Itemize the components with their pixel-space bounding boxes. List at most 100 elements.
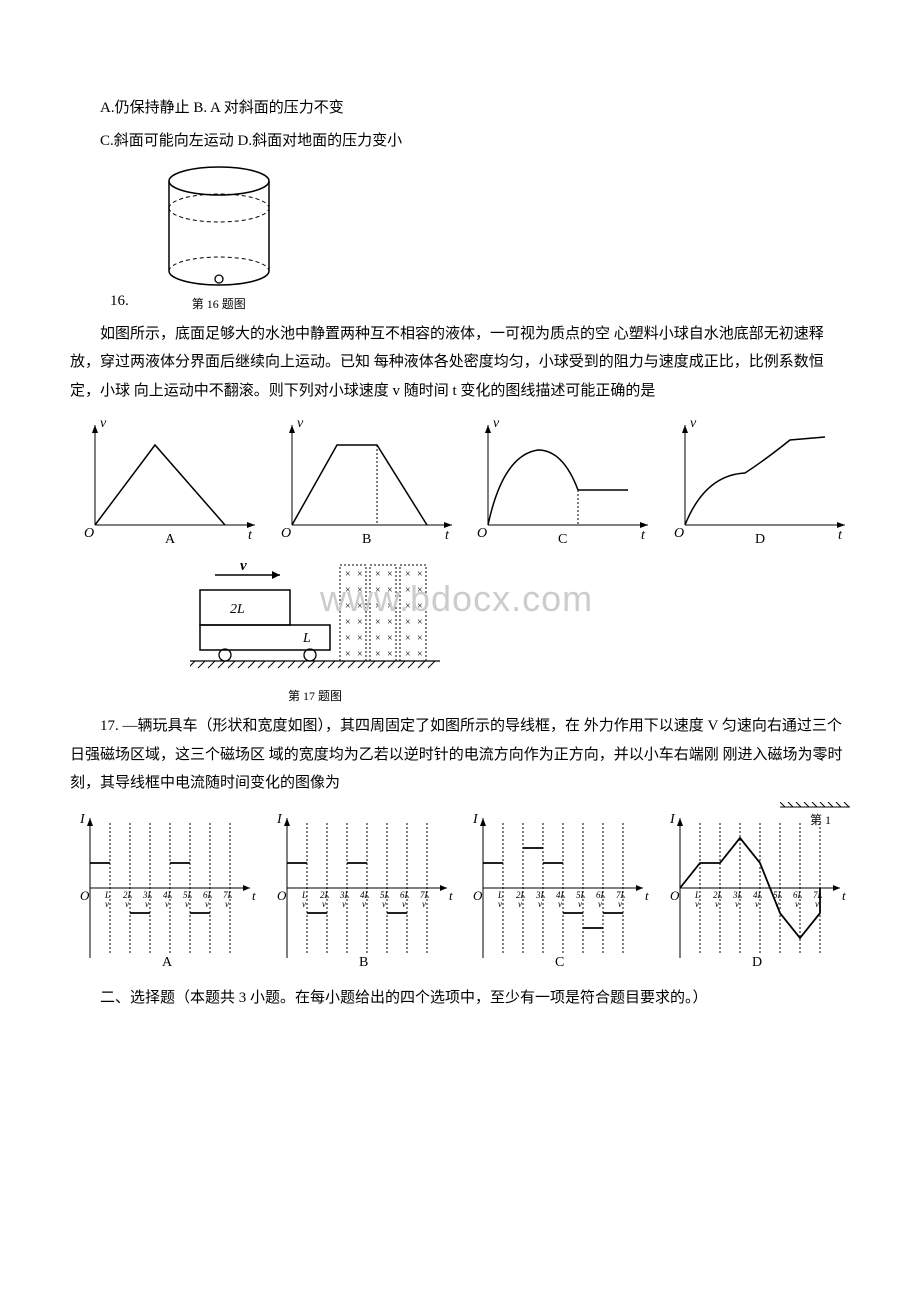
svg-text:×: × bbox=[405, 617, 411, 628]
svg-text:v: v bbox=[618, 899, 622, 909]
svg-text:×: × bbox=[345, 569, 351, 580]
svg-text:v: v bbox=[297, 416, 304, 431]
q17-text: 17. —辆玩具车（形状和宽度如图），其四周固定了如图所示的导线框，在 外力作用… bbox=[70, 712, 850, 798]
svg-text:O: O bbox=[670, 888, 680, 903]
svg-text:×: × bbox=[417, 569, 423, 580]
svg-text:t: t bbox=[842, 888, 846, 903]
svg-text:×: × bbox=[357, 617, 363, 628]
q16-caption: 第 16 题图 bbox=[149, 293, 289, 316]
svg-text:D: D bbox=[752, 955, 762, 968]
svg-text:v: v bbox=[302, 899, 306, 909]
svg-text:v: v bbox=[185, 899, 189, 909]
svg-text:v: v bbox=[225, 899, 229, 909]
svg-text:v: v bbox=[695, 899, 699, 909]
svg-text:×: × bbox=[345, 633, 351, 644]
svg-text:O: O bbox=[477, 526, 487, 541]
svg-text:v: v bbox=[558, 899, 562, 909]
svg-text:v: v bbox=[100, 416, 107, 431]
svg-text:×: × bbox=[375, 569, 381, 580]
svg-text:×: × bbox=[387, 649, 393, 660]
svg-text:×: × bbox=[375, 617, 381, 628]
svg-text:×: × bbox=[387, 617, 393, 628]
svg-text:D: D bbox=[755, 532, 765, 545]
svg-text:v: v bbox=[240, 558, 247, 574]
q16-text: 如图所示，底面足够大的水池中静置两种互不相容的液体，一可视为质点的空 心塑料小球… bbox=[70, 320, 850, 406]
svg-text:×: × bbox=[357, 601, 363, 612]
svg-text:O: O bbox=[80, 888, 90, 903]
svg-text:v: v bbox=[518, 899, 522, 909]
q15-options-cd: C.斜面可能向左运动 D.斜面对地面的压力变小 bbox=[70, 127, 850, 156]
svg-text:×: × bbox=[345, 649, 351, 660]
svg-text:×: × bbox=[405, 633, 411, 644]
svg-text:v: v bbox=[362, 899, 366, 909]
q16-graph-a: v O t A bbox=[70, 415, 261, 545]
svg-text:t: t bbox=[641, 528, 646, 543]
svg-text:×: × bbox=[417, 601, 423, 612]
svg-text:×: × bbox=[387, 569, 393, 580]
svg-text:v: v bbox=[145, 899, 149, 909]
svg-text:×: × bbox=[345, 585, 351, 596]
q17-caption: 第 17 题图 bbox=[190, 685, 440, 708]
q16-cylinder-figure bbox=[149, 163, 289, 293]
svg-text:t: t bbox=[445, 528, 450, 543]
svg-text:L: L bbox=[302, 631, 311, 646]
svg-text:v: v bbox=[402, 899, 406, 909]
svg-text:2L: 2L bbox=[230, 602, 245, 617]
svg-text:A: A bbox=[165, 532, 176, 545]
svg-text:×: × bbox=[417, 633, 423, 644]
svg-text:B: B bbox=[362, 532, 371, 545]
svg-text:×: × bbox=[417, 585, 423, 596]
svg-text:v: v bbox=[755, 899, 759, 909]
svg-text:O: O bbox=[674, 526, 684, 541]
svg-text:v: v bbox=[795, 899, 799, 909]
q17-graph-d: I O t L2L3L 4L5L6L7L vvv vvvv D bbox=[660, 808, 850, 968]
svg-text:v: v bbox=[538, 899, 542, 909]
svg-text:I: I bbox=[79, 812, 86, 827]
svg-text:v: v bbox=[735, 899, 739, 909]
svg-text:v: v bbox=[715, 899, 719, 909]
svg-text:v: v bbox=[322, 899, 326, 909]
svg-text:O: O bbox=[473, 888, 483, 903]
svg-text:v: v bbox=[422, 899, 426, 909]
svg-text:×: × bbox=[357, 633, 363, 644]
svg-text:I: I bbox=[276, 812, 283, 827]
svg-text:×: × bbox=[375, 633, 381, 644]
q16-graphs-row: v O t A v O t B v O t C v O t bbox=[70, 415, 850, 545]
svg-text:v: v bbox=[382, 899, 386, 909]
svg-text:v: v bbox=[105, 899, 109, 909]
q16-graph-c: v O t C bbox=[463, 415, 654, 545]
svg-text:×: × bbox=[387, 633, 393, 644]
svg-text:×: × bbox=[357, 569, 363, 580]
svg-text:×: × bbox=[375, 601, 381, 612]
svg-text:×: × bbox=[417, 649, 423, 660]
svg-text:v: v bbox=[690, 416, 697, 431]
q17-graph-c: I O t L2L3L 4L5L6L7L vvv vvvv C bbox=[463, 808, 653, 968]
svg-text:第 1: 第 1 bbox=[810, 813, 831, 827]
svg-text:t: t bbox=[252, 888, 256, 903]
svg-text:×: × bbox=[405, 585, 411, 596]
q17-diagram-area: www.bdocx.com bbox=[70, 555, 850, 708]
q17-side-box: 第 1 bbox=[780, 802, 860, 832]
svg-text:t: t bbox=[449, 888, 453, 903]
q15-options-ab: A.仍保持静止 B. A 对斜面的压力不变 bbox=[70, 94, 850, 123]
svg-text:×: × bbox=[387, 585, 393, 596]
svg-text:×: × bbox=[357, 649, 363, 660]
svg-text:v: v bbox=[165, 899, 169, 909]
svg-text:B: B bbox=[359, 955, 368, 968]
svg-text:×: × bbox=[405, 569, 411, 580]
svg-text:O: O bbox=[277, 888, 287, 903]
svg-text:×: × bbox=[345, 617, 351, 628]
q17-graph-b: I O t L2L3L 4L5L6L7L vvv vvvv B bbox=[267, 808, 457, 968]
svg-text:v: v bbox=[775, 899, 779, 909]
q16-graph-d: v O t D bbox=[660, 415, 851, 545]
svg-text:C: C bbox=[558, 532, 567, 545]
svg-text:v: v bbox=[498, 899, 502, 909]
svg-text:×: × bbox=[375, 649, 381, 660]
svg-text:C: C bbox=[555, 955, 564, 968]
q16-graph-b: v O t B bbox=[267, 415, 458, 545]
svg-text:×: × bbox=[357, 585, 363, 596]
section2-heading: 二、选择题（本题共 3 小题。在每小题给出的四个选项中，至少有一项是符合题目要求… bbox=[70, 984, 850, 1013]
q17-car-diagram: v 2L L × × × × × × × × × × × × × × × × × × × × × bbox=[190, 555, 440, 685]
q17-graph-a: I O t L2L3L 4L5L6L7L vvv vvvv A bbox=[70, 808, 260, 968]
svg-text:×: × bbox=[387, 601, 393, 612]
